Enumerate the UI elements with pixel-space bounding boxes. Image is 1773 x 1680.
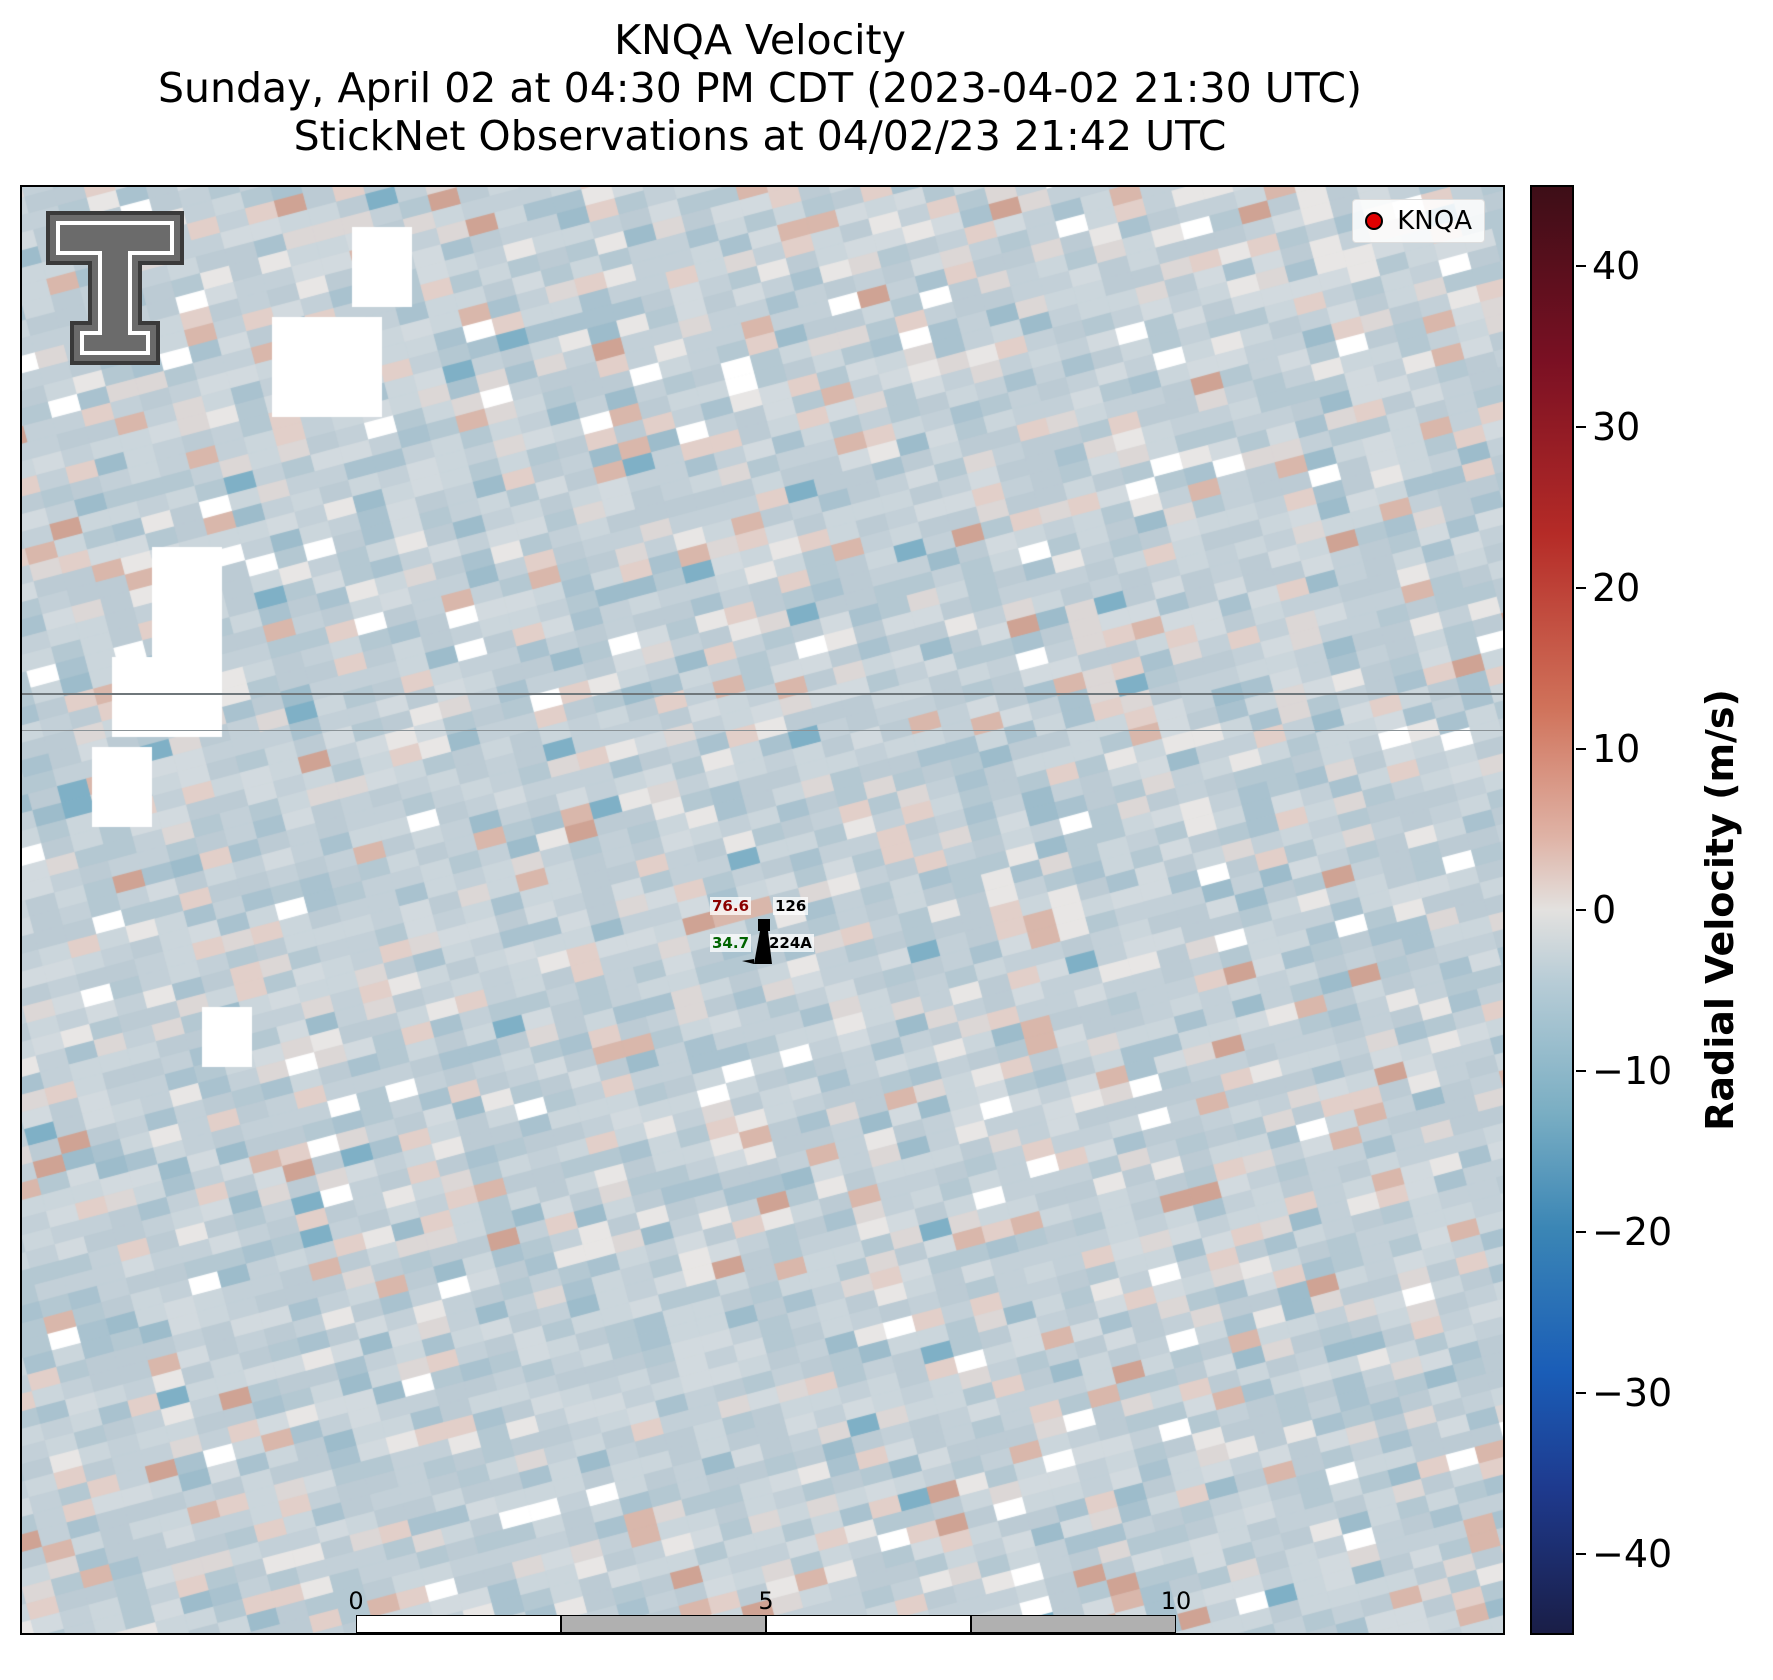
colorbar-tick — [1576, 425, 1586, 428]
colorbar — [1530, 185, 1574, 1635]
scale-tick-label: 5 — [758, 1587, 774, 1615]
colorbar-label: Radial Velocity (m/s) — [1698, 689, 1742, 1131]
colorbar-tick-label: 40 — [1592, 243, 1641, 288]
map-legend: KNQA — [1352, 199, 1485, 243]
scale-segment — [971, 1615, 1176, 1633]
colorbar-tick-label: 30 — [1592, 404, 1641, 449]
colorbar-tick-label: −40 — [1592, 1532, 1673, 1577]
colorbar-tick — [1576, 586, 1586, 589]
chart-subtitle-time: Sunday, April 02 at 04:30 PM CDT (2023-0… — [157, 64, 1362, 112]
colorbar-tick-label: −10 — [1592, 1049, 1673, 1094]
colorbar-tick — [1576, 747, 1586, 750]
colorbar-tick — [1576, 1231, 1586, 1234]
colorbar-tick — [1576, 1553, 1586, 1556]
station-temperature: 76.6 — [710, 897, 752, 915]
road-line — [22, 730, 1503, 731]
colorbar-tick-label: 20 — [1592, 565, 1641, 610]
colorbar-tick — [1576, 264, 1586, 267]
colorbar-tick-label: −30 — [1592, 1371, 1673, 1416]
scale-tick-label: 0 — [348, 1587, 364, 1615]
wind-barb-icon[interactable] — [740, 919, 780, 969]
scale-unit: km — [747, 1631, 784, 1633]
colorbar-tick-label: 0 — [1592, 888, 1617, 932]
radar-site-marker — [1365, 212, 1384, 230]
velocity-field — [22, 187, 1503, 1633]
chart-subtitle-observations: StickNet Observations at 04/02/23 21:42 … — [293, 112, 1227, 160]
radar-map[interactable]: KNQA 76.6 34.7 126 224A 0 5 10 km — [20, 185, 1505, 1635]
scale-segment — [561, 1615, 766, 1633]
colorbar-tick — [1576, 1070, 1586, 1073]
scale-tick-label: 10 — [1160, 1587, 1192, 1615]
colorbar-tick — [1576, 909, 1586, 911]
scale-segment — [766, 1615, 971, 1633]
colorbar-tick-label: −20 — [1592, 1210, 1673, 1255]
colorbar-tick — [1576, 1392, 1586, 1395]
station-wind-direction: 126 — [773, 897, 809, 915]
colorbar-tick-label: 10 — [1592, 726, 1641, 771]
texas-tech-logo — [46, 211, 184, 365]
station-dewpoint: 34.7 — [710, 934, 752, 952]
station-id: 224A — [767, 934, 814, 952]
legend-label: KNQA — [1397, 206, 1472, 236]
scale-bar: 0 5 10 km — [348, 1587, 1191, 1633]
chart-title: KNQA Velocity — [614, 16, 906, 64]
road-line — [22, 693, 1503, 695]
scale-segment — [356, 1615, 561, 1633]
